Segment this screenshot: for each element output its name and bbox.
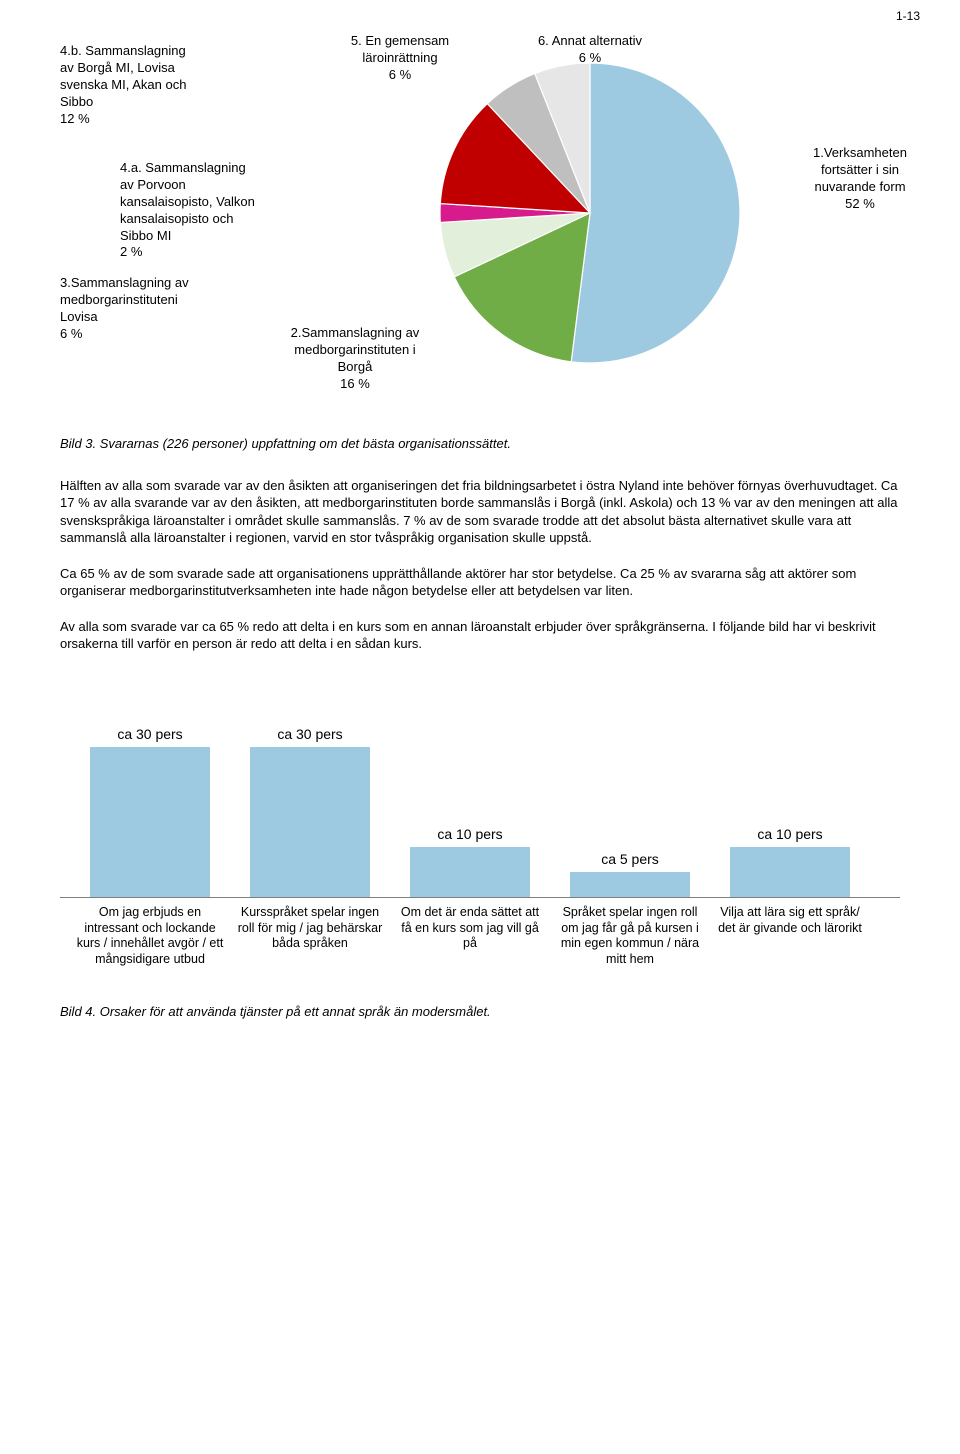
pie-label-6: 6. Annat alternativ 6 % bbox=[500, 33, 680, 67]
bar-rect bbox=[90, 747, 210, 897]
bar-category-label: Vilja att lära sig ett språk/ det är giv… bbox=[710, 899, 870, 936]
bar-column: ca 30 pers Kursspråket spelar ingen roll … bbox=[230, 677, 390, 997]
bar-value-label: ca 5 pers bbox=[550, 850, 710, 869]
bar-rect bbox=[410, 847, 530, 897]
caption-bild-3: Bild 3. Svararnas (226 personer) uppfatt… bbox=[60, 435, 900, 453]
bar-rect bbox=[730, 847, 850, 897]
bar-column: ca 10 pers Om det är enda sättet att få e… bbox=[390, 677, 550, 997]
pie-label-5: 5. En gemensam läroinrättning 6 % bbox=[320, 33, 480, 84]
paragraph-1: Hälften av alla som svarade var av den å… bbox=[60, 477, 900, 547]
bar-value-label: ca 10 pers bbox=[710, 825, 870, 844]
page-number: 1-13 bbox=[896, 8, 920, 24]
pie-chart bbox=[430, 53, 750, 378]
bar-value-label: ca 30 pers bbox=[70, 725, 230, 744]
caption-bild-4: Bild 4. Orsaker för att använda tjänster… bbox=[60, 1003, 900, 1021]
bar-category-label: Om det är enda sättet att få en kurs som… bbox=[390, 899, 550, 952]
paragraph-3: Av alla som svarade var ca 65 % redo att… bbox=[60, 618, 900, 653]
pie-label-2: 2.Sammanslagning av medborgarinstituten … bbox=[250, 325, 460, 393]
pie-slice-s1 bbox=[571, 63, 740, 363]
bar-category-label: Språket spelar ingen roll om jag får gå … bbox=[550, 899, 710, 968]
bar-value-label: ca 10 pers bbox=[390, 825, 550, 844]
pie-label-4b: 4.b. Sammanslagning av Borgå MI, Lovisa … bbox=[60, 43, 260, 127]
bar-rect bbox=[250, 747, 370, 897]
pie-label-1: 1.Verksamheten fortsätter i sin nuvarand… bbox=[780, 145, 940, 213]
pie-label-3: 3.Sammanslagning av medborgarinstituteni… bbox=[60, 275, 270, 343]
paragraph-2: Ca 65 % av de som svarade sade att organ… bbox=[60, 565, 900, 600]
bar-value-label: ca 30 pers bbox=[230, 725, 390, 744]
bar-category-label: Om jag erbjuds en intressant och lockand… bbox=[70, 899, 230, 968]
bar-category-label: Kursspråket spelar ingen roll för mig / … bbox=[230, 899, 390, 952]
pie-chart-section: 4.b. Sammanslagning av Borgå MI, Lovisa … bbox=[60, 25, 900, 425]
bar-chart-section: ca 30 pers Om jag erbjuds en intressant o… bbox=[60, 677, 900, 997]
bar-column: ca 30 pers Om jag erbjuds en intressant o… bbox=[70, 677, 230, 997]
pie-label-4a: 4.a. Sammanslagning av Porvoon kansalais… bbox=[120, 160, 320, 261]
bar-rect bbox=[570, 872, 690, 897]
bar-column: ca 10 pers Vilja att lära sig ett språk/ … bbox=[710, 677, 870, 997]
bar-column: ca 5 pers Språket spelar ingen roll om ja… bbox=[550, 677, 710, 997]
